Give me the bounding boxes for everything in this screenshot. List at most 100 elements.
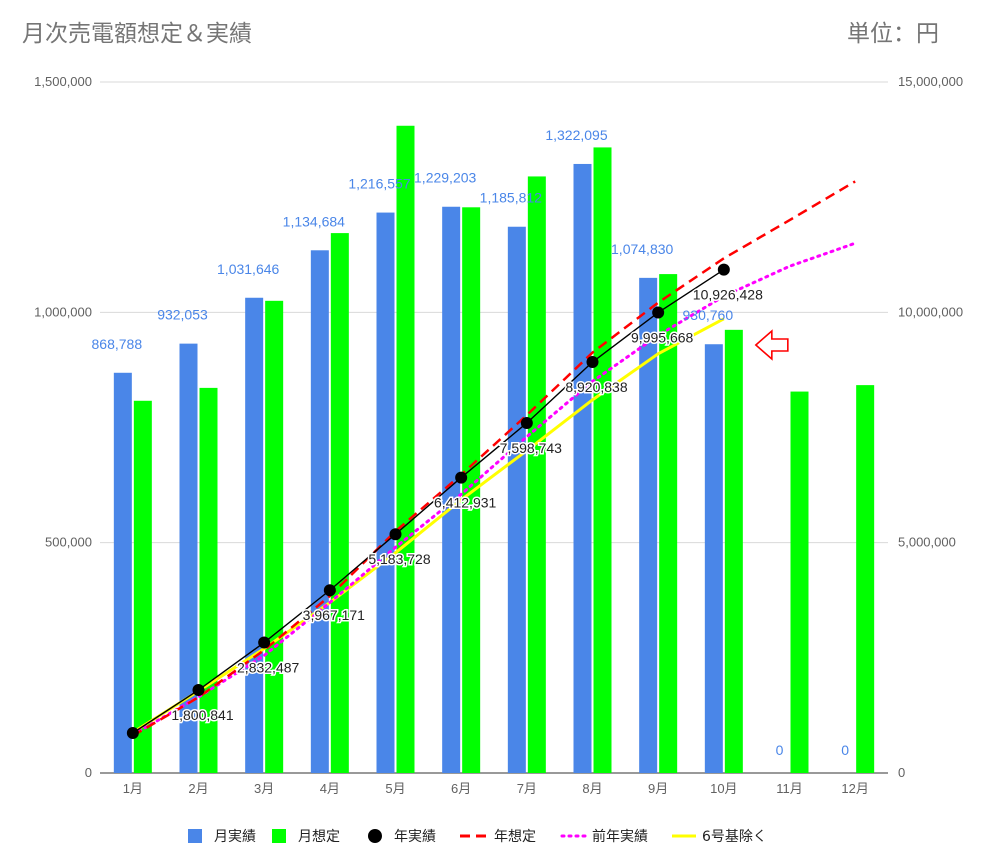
chart-title: 月次売電額想定＆実績 [22,21,252,47]
legend-label: 月想定 [298,829,340,845]
point-年実績[interactable] [586,356,599,369]
legend-item[interactable]: 年想定 [460,829,536,845]
cumulative-value-label: 5,183,728 [368,551,430,567]
x-tick-label: 9月 [648,781,668,796]
point-年実績[interactable] [520,416,533,429]
bar-月実績[interactable] [442,206,461,774]
legend-label: 6号基除く [702,828,767,845]
cumulative-value-label: 8,920,838 [565,379,627,395]
bar-value-label: 1,229,203 [414,170,476,186]
legend-item[interactable]: 前年実績 [560,828,648,845]
legend-label: 年実績 [394,829,436,845]
legend-label: 年想定 [494,829,536,845]
left-tick-label: 0 [85,765,92,780]
arrow-annotation [754,329,789,361]
bar-月想定[interactable] [856,385,875,773]
legend-swatch [368,829,382,843]
bar-月想定[interactable] [265,300,284,773]
bar-月想定[interactable] [790,391,809,773]
line-6号基除く [132,317,725,734]
x-tick-label: 11月 [776,781,803,796]
bar-月実績[interactable] [639,277,658,773]
red-arrow-annotation [754,329,789,361]
legend-item[interactable]: 年実績 [368,829,436,845]
right-axis: 0 5,000,000 10,000,000 15,000,000 [898,74,963,780]
x-tick-label: 12月 [841,781,868,796]
bar-月実績[interactable] [507,226,526,773]
data-labels: 868,788 932,053 1,031,646 1,134,684 1,216,55… [92,127,850,758]
bar-月想定[interactable] [133,400,152,773]
legend-item[interactable]: 月実績 [188,829,256,845]
bar-月想定[interactable] [527,176,546,774]
point-年実績[interactable] [717,263,730,276]
bar-月実績[interactable] [179,343,198,773]
bar-月想定[interactable] [396,125,415,774]
left-axis: 0 500,000 1,000,000 1,500,000 [34,74,92,780]
bar-value-label: 1,185,812 [480,190,542,206]
legend-label: 月実績 [214,829,256,845]
line-年実績 [132,269,725,734]
point-年実績[interactable] [455,471,468,484]
point-年実績[interactable] [126,726,139,739]
bar-value-label: 1,074,830 [611,241,673,257]
bar-月想定[interactable] [330,233,349,774]
bar-月想定[interactable] [199,387,218,773]
point-年実績[interactable] [258,636,271,649]
cumulative-value-label: 6,412,931 [434,495,496,511]
x-tick-label: 8月 [582,781,602,796]
point-年実績[interactable] [323,584,336,597]
x-tick-label: 3月 [254,781,274,796]
bar-value-label: 1,322,095 [545,127,607,143]
cumulative-value-label: 9,995,668 [631,330,693,346]
lines [131,180,857,737]
point-年実績[interactable] [652,306,665,319]
right-tick-label: 5,000,000 [898,535,956,550]
points [126,263,730,739]
bar-月実績[interactable] [704,344,723,773]
cumulative-value-label: 2,832,487 [237,660,299,676]
bar-月想定[interactable] [659,274,678,773]
cumulative-value-label: 7,598,743 [500,440,562,456]
bar-月実績[interactable] [245,297,264,773]
legend-item[interactable]: 月想定 [272,829,340,845]
bar-月実績[interactable] [573,163,592,774]
right-tick-label: 0 [898,765,905,780]
legend-label: 前年実績 [592,828,648,845]
legend-swatch [188,829,202,843]
bar-月想定[interactable] [593,147,612,773]
bar-月実績[interactable] [113,372,132,773]
bar-value-label: 1,134,684 [283,213,345,229]
right-tick-label: 10,000,000 [898,304,963,319]
bar-value-label: 932,053 [157,307,208,323]
cumulative-value-label: 3,967,171 [303,607,365,623]
x-tick-label: 2月 [188,781,208,796]
bar-value-label: 1,216,557 [348,176,410,192]
cumulative-value-label: 1,800,841 [171,707,233,723]
point-年実績[interactable] [192,684,205,697]
bar-月想定[interactable] [724,329,743,773]
x-tick-label: 6月 [451,781,471,796]
x-tick-label: 4月 [320,781,340,796]
x-tick-label: 7月 [517,781,537,796]
x-tick-label: 5月 [385,781,405,796]
legend-item[interactable]: 6号基除く [672,828,767,845]
bar-value-label: 868,788 [92,336,143,352]
bar-月実績[interactable] [310,250,329,773]
gridlines [100,81,888,774]
unit-label: 単位：円 [847,21,939,47]
legend-swatch [272,829,286,843]
point-年実績[interactable] [389,528,402,541]
left-tick-label: 1,000,000 [34,304,92,319]
bar-value-label: 0 [841,742,849,758]
bar-value-label: 0 [776,742,784,758]
x-tick-label: 10月 [710,781,737,796]
bar-value-label: 930,760 [683,307,734,323]
x-axis: 1月 2月 3月 4月 5月 6月 7月 8月 9月 10月 11月 12月 [123,781,869,796]
x-tick-label: 1月 [123,781,143,796]
cumulative-value-label: 10,926,428 [693,287,763,303]
right-tick-label: 15,000,000 [898,74,963,89]
bar-月実績[interactable] [376,212,395,773]
bar-月想定[interactable] [462,207,481,773]
bars [113,125,875,774]
